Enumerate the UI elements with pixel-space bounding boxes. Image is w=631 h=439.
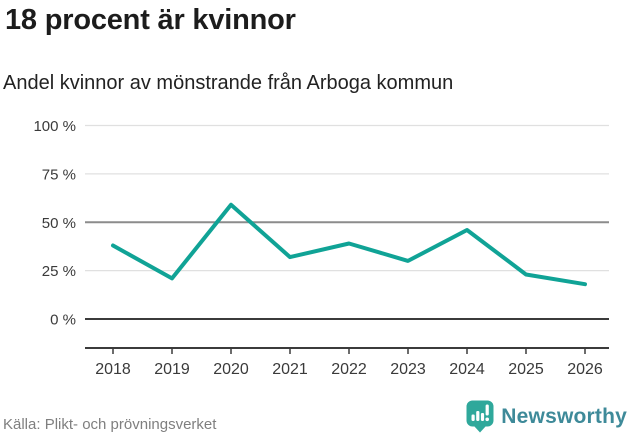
x-tick-label: 2019 xyxy=(154,361,190,378)
chart-subtitle: Andel kvinnor av mönstrande från Arboga … xyxy=(3,72,454,94)
x-tick-label: 2021 xyxy=(272,361,308,378)
y-tick-label: 0 % xyxy=(50,312,76,329)
x-tick-label: 2026 xyxy=(567,361,603,378)
chart-title: 18 procent är kvinnor xyxy=(5,4,296,36)
y-tick-label: 75 % xyxy=(42,166,76,183)
y-tick-label: 50 % xyxy=(42,215,76,232)
x-tick-label: 2025 xyxy=(508,361,544,378)
line-chart: 0 % 25 % 50 % 75 % 100 % 2018 2019 2020 2021 2022… xyxy=(33,118,609,378)
data-series-line xyxy=(111,202,587,287)
y-tick-label: 100 % xyxy=(33,118,76,135)
gridlines-and-y-axis: 0 % 25 % 50 % 75 % 100 % xyxy=(33,118,609,329)
x-tick-label: 2018 xyxy=(95,361,131,378)
newsworthy-logo: Newsworthy xyxy=(466,400,627,433)
x-tick-label: 2024 xyxy=(449,361,485,378)
newsworthy-wordmark: Newsworthy xyxy=(501,404,627,428)
x-tick-label: 2020 xyxy=(213,361,249,378)
newsworthy-bar-chart-badge-icon xyxy=(466,400,494,433)
logo-badge-shape xyxy=(466,400,494,433)
x-tick-label: 2023 xyxy=(390,361,426,378)
x-axis: 2018 2019 2020 2021 2022 2023 2024 2025 2026 xyxy=(85,347,609,378)
source-attribution: Källa: Plikt- och prövningsverket xyxy=(3,416,217,433)
y-tick-label: 25 % xyxy=(42,263,76,280)
x-tick-label: 2022 xyxy=(331,361,367,378)
